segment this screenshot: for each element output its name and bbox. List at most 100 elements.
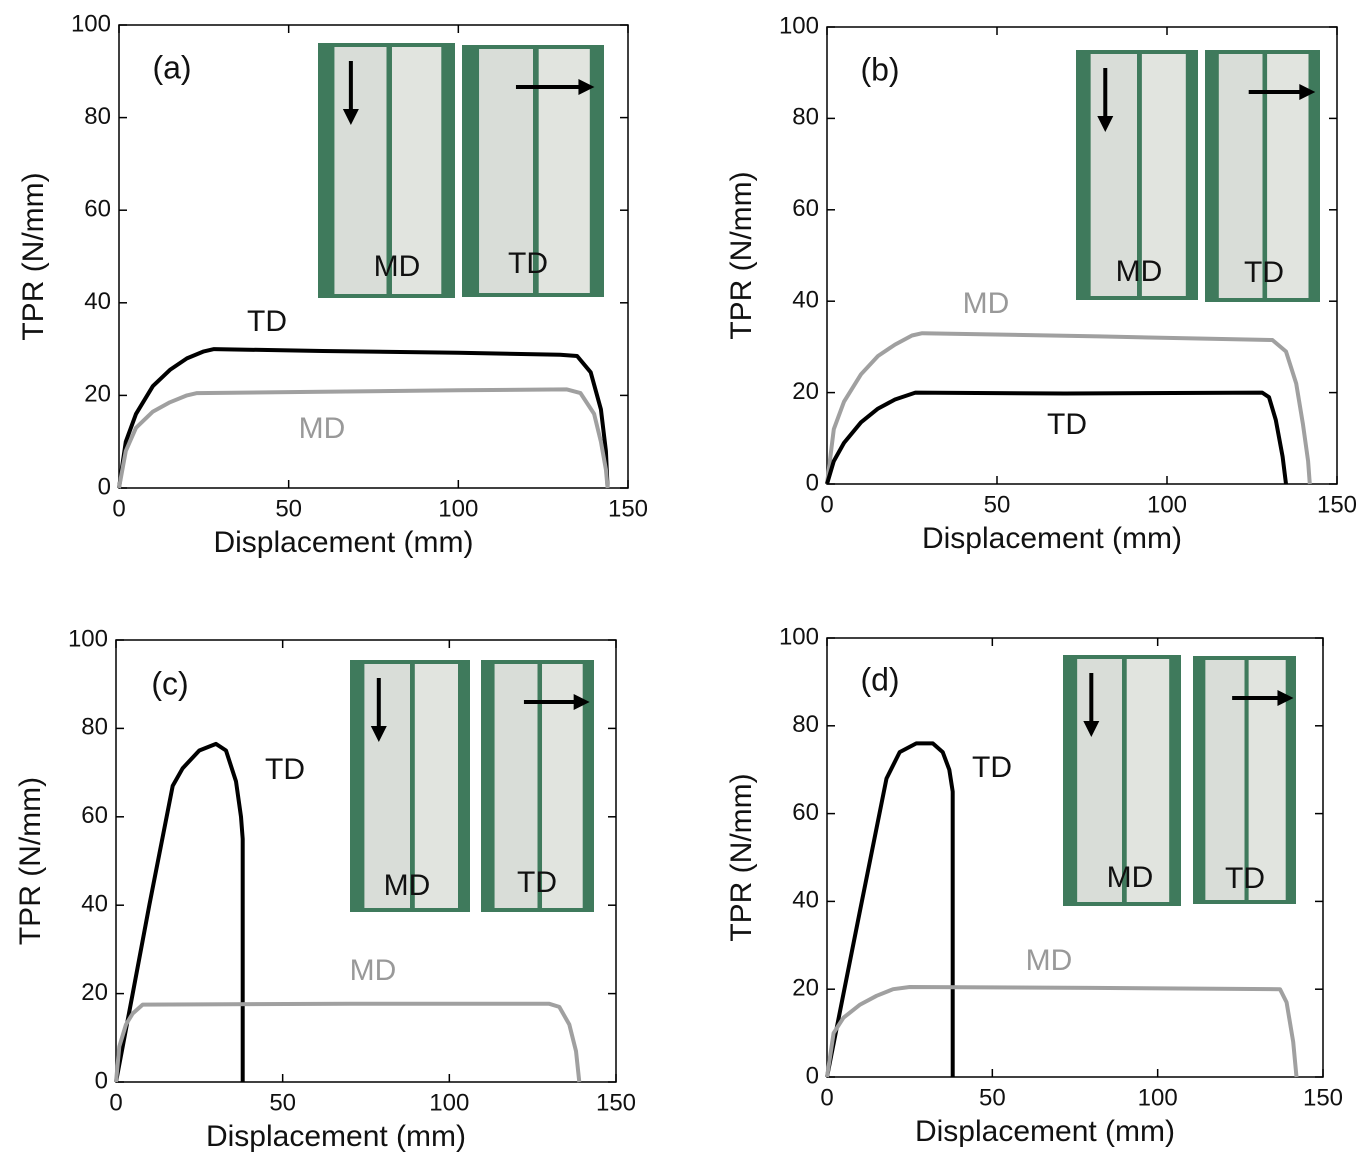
specimen-strip [1126, 659, 1170, 902]
arrow-head [1299, 84, 1316, 100]
curve-label: TD [265, 753, 305, 786]
panel: 0 50 100 150 0 20 40 60 80 100 Displacement (mm) TP… [725, 12, 1357, 555]
arrow-head [1277, 690, 1294, 706]
panel: 0 50 100 150 0 20 40 60 80 100 Displacement (mm) TP… [14, 625, 636, 1153]
plot-frame [118, 24, 629, 489]
panel: 0 50 100 150 0 20 40 60 80 100 Displacement (mm) TP… [725, 623, 1343, 1148]
specimen-strip [391, 47, 442, 294]
panel-label: (a) [152, 49, 191, 85]
y-tick-label: 40 [792, 287, 819, 314]
y-tick-label: 60 [792, 799, 819, 826]
x-axis-label: Displacement (mm) [206, 1120, 466, 1153]
panel-label: (b) [860, 51, 899, 87]
inset-label: TD [1244, 256, 1284, 289]
curve-label: MD [963, 287, 1010, 320]
y-axis-label: TPR (N/mm) [17, 172, 50, 340]
y-tick-label: 100 [779, 12, 819, 39]
y-tick-label: 20 [792, 378, 819, 405]
data-line [114, 1001, 582, 1083]
x-tick-label: 50 [275, 495, 302, 522]
data-line [825, 331, 1312, 485]
arrow-head [578, 79, 595, 95]
data-line [117, 387, 610, 489]
y-tick-label: 0 [95, 1067, 108, 1094]
curve-label: MD [350, 954, 397, 987]
inset-label: MD [1107, 861, 1154, 894]
data-line [825, 741, 955, 1078]
x-axis-label: Displacement (mm) [922, 522, 1182, 555]
x-tick-label: 0 [112, 495, 125, 522]
y-tick-label: 60 [81, 802, 108, 829]
y-tick-label: 20 [792, 975, 819, 1002]
y-tick-label: 80 [81, 714, 108, 741]
specimen-strip [1218, 54, 1263, 298]
plot-frame [115, 639, 617, 1083]
curve-label: MD [1026, 944, 1073, 977]
data-line [825, 390, 1288, 485]
x-tick-label: 0 [820, 491, 833, 518]
y-tick-label: 60 [792, 195, 819, 222]
plot-frame [826, 637, 1324, 1078]
y-tick-label: 60 [84, 196, 111, 223]
x-tick-label: 0 [109, 1089, 122, 1116]
data-line [114, 741, 245, 1083]
y-tick-label: 20 [84, 381, 111, 408]
specimen-strip [1077, 659, 1122, 902]
x-tick-label: 150 [1317, 491, 1357, 518]
specimen-strip [364, 664, 410, 908]
data-line [117, 347, 610, 489]
arrow-head [342, 109, 359, 125]
x-tick-label: 0 [820, 1084, 833, 1111]
specimen-strip [479, 49, 533, 293]
data-line [825, 985, 1299, 1078]
panel-label: (d) [860, 661, 899, 697]
y-tick-label: 40 [84, 288, 111, 315]
arrow-head [1083, 721, 1100, 737]
specimen-strip [1141, 54, 1186, 296]
y-tick-label: 0 [806, 469, 819, 496]
y-tick-label: 80 [792, 711, 819, 738]
y-tick-label: 100 [71, 10, 111, 37]
y-tick-label: 80 [792, 104, 819, 131]
y-tick-label: 20 [81, 979, 108, 1006]
y-tick-label: 0 [806, 1062, 819, 1089]
specimen-strip [414, 664, 458, 908]
inset-label: MD [374, 250, 421, 283]
inset-label: TD [508, 247, 548, 280]
curve-label: TD [1047, 408, 1087, 441]
x-tick-label: 150 [1303, 1084, 1343, 1111]
x-tick-label: 150 [608, 495, 648, 522]
y-tick-label: 100 [779, 623, 819, 650]
x-tick-label: 50 [984, 491, 1011, 518]
x-tick-label: 100 [438, 495, 478, 522]
x-tick-label: 100 [1138, 1084, 1178, 1111]
y-tick-label: 80 [84, 103, 111, 130]
curve-label: TD [972, 751, 1012, 784]
x-axis-label: Displacement (mm) [213, 526, 473, 559]
inset-label: MD [384, 869, 431, 902]
inset-label: TD [517, 866, 557, 899]
x-tick-label: 100 [1147, 491, 1187, 518]
x-tick-label: 150 [596, 1089, 636, 1116]
specimen-strip [334, 47, 387, 294]
x-tick-label: 50 [269, 1089, 296, 1116]
y-axis-label: TPR (N/mm) [725, 773, 758, 941]
curve-label: MD [299, 412, 346, 445]
specimen-strip [1090, 54, 1137, 296]
x-axis-label: Displacement (mm) [915, 1115, 1175, 1148]
x-tick-label: 100 [429, 1089, 469, 1116]
y-axis-label: TPR (N/mm) [14, 777, 47, 945]
y-tick-label: 40 [81, 891, 108, 918]
y-tick-label: 40 [792, 887, 819, 914]
plot-frame [826, 26, 1338, 485]
panel-label: (c) [151, 665, 188, 701]
y-axis-label: TPR (N/mm) [725, 171, 758, 339]
specimen-strip [494, 664, 538, 908]
inset-label: MD [1116, 255, 1163, 288]
x-tick-label: 50 [979, 1084, 1006, 1111]
y-tick-label: 0 [98, 473, 111, 500]
arrow-head [573, 694, 590, 710]
inset-label: TD [1225, 862, 1265, 895]
curve-label: TD [247, 305, 287, 338]
